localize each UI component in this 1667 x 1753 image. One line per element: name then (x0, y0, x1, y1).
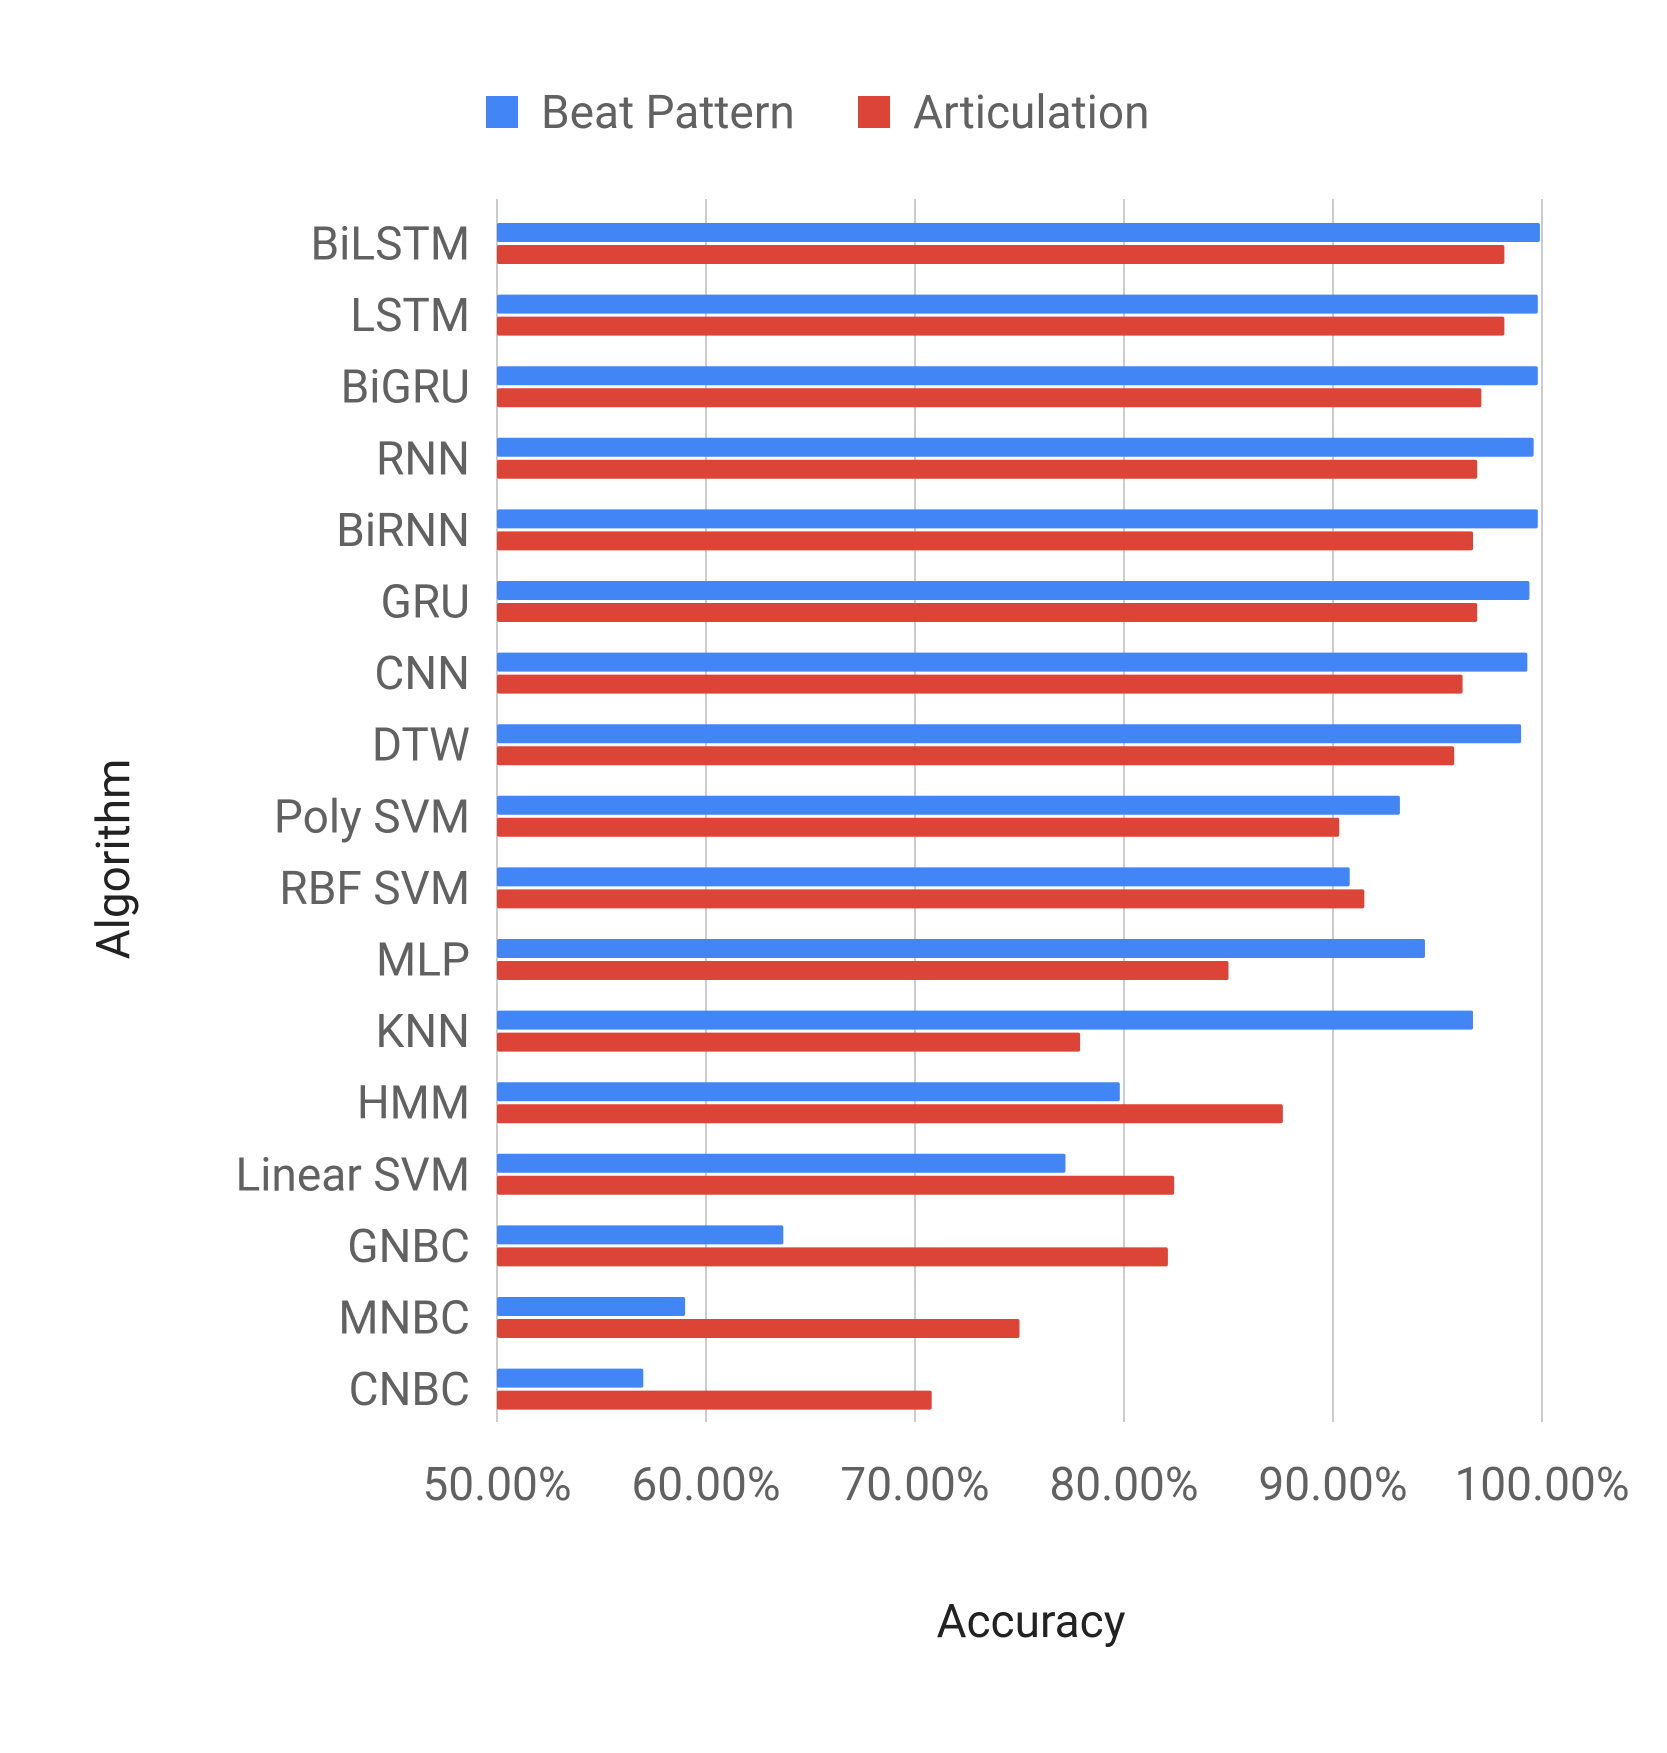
x-tick-label: 100.00% (1454, 1458, 1629, 1512)
bar-beat-pattern-gnbc (497, 1225, 784, 1245)
bar-beat-pattern-rnn (497, 437, 1534, 457)
bar-beat-pattern-mnbc (497, 1297, 686, 1316)
bar-articulation-dtw (497, 746, 1455, 766)
category-label-gru: GRU (380, 576, 470, 630)
bar-beat-pattern-hmm (497, 1082, 1120, 1102)
bar-beat-pattern-dtw (497, 724, 1522, 744)
category-label-cnbc: CNBC (349, 1363, 470, 1417)
bar-beat-pattern-bilstm (497, 223, 1540, 242)
x-tick-label: 50.00% (422, 1458, 571, 1512)
category-label-knn: KNN (376, 1005, 471, 1059)
category-label-bilstm: BiLSTM (310, 218, 470, 272)
bar-articulation-hmm (497, 1104, 1283, 1124)
category-label-dtw: DTW (372, 719, 470, 773)
bar-beat-pattern-poly-svm (497, 795, 1400, 815)
legend-label-beat-pattern: Beat Pattern (541, 86, 795, 140)
x-tick-label: 60.00% (631, 1458, 780, 1512)
category-label-poly-svm: Poly SVM (274, 790, 470, 844)
bar-articulation-gnbc (497, 1247, 1168, 1267)
bar-articulation-rbf-svm (497, 889, 1365, 909)
chart-legend: Beat Pattern Articulation (486, 86, 1149, 140)
category-label-lstm: LSTM (350, 289, 470, 343)
x-tick-label: 70.00% (840, 1458, 989, 1512)
category-label-rnn: RNN (376, 432, 470, 486)
bar-articulation-bigru (497, 388, 1482, 408)
category-label-mlp: MLP (376, 934, 470, 988)
category-label-bigru: BiGRU (341, 361, 470, 415)
category-label-hmm: HMM (357, 1077, 470, 1131)
bar-articulation-lstm (497, 316, 1505, 336)
bar-articulation-mlp (497, 961, 1229, 980)
bar-beat-pattern-bigru (497, 366, 1538, 386)
category-label-linear-svm: Linear SVM (235, 1148, 470, 1202)
legend-swatch-beat-pattern (486, 96, 518, 128)
bar-articulation-gru (497, 603, 1478, 622)
x-tick-label: 80.00% (1049, 1458, 1198, 1512)
category-labels: BiLSTM LSTM BiGRU RNN BiRNN GRU CNN DTW Poly SVM… (235, 218, 470, 1418)
x-tick-labels: 50.00% 60.00% 70.00% 80.00% 90.00% 100.00% (422, 1458, 1629, 1512)
x-axis-title: Accuracy (936, 1595, 1125, 1649)
bar-beat-pattern-knn (497, 1010, 1474, 1030)
y-axis-title: Algorithm (87, 759, 141, 960)
legend-label-articulation: Articulation (913, 86, 1149, 140)
bar-beat-pattern-cnn (497, 652, 1528, 672)
bar-beat-pattern-linear-svm (497, 1153, 1066, 1173)
bar-beat-pattern-lstm (497, 294, 1538, 314)
bar-articulation-poly-svm (497, 817, 1340, 837)
bar-articulation-linear-svm (497, 1175, 1175, 1195)
category-label-birnn: BiRNN (336, 504, 470, 558)
bar-beat-pattern-birnn (497, 509, 1538, 529)
bar-beat-pattern-gru (497, 581, 1530, 600)
bar-beat-pattern-mlp (497, 939, 1425, 958)
bar-articulation-mnbc (497, 1319, 1020, 1338)
category-label-cnn: CNN (374, 647, 470, 701)
bar-beat-pattern-rbf-svm (497, 867, 1350, 887)
category-label-mnbc: MNBC (338, 1292, 470, 1346)
bars (497, 223, 1540, 1410)
bar-articulation-cnn (497, 674, 1463, 694)
category-label-gnbc: GNBC (347, 1220, 470, 1274)
bar-beat-pattern-cnbc (497, 1368, 644, 1388)
bar-articulation-knn (497, 1032, 1081, 1052)
bar-articulation-bilstm (497, 245, 1505, 264)
bar-articulation-birnn (497, 531, 1474, 551)
bar-articulation-cnbc (497, 1390, 932, 1410)
bar-articulation-rnn (497, 459, 1478, 479)
legend-swatch-articulation (858, 96, 890, 128)
category-label-rbf-svm: RBF SVM (279, 862, 470, 916)
x-tick-label: 90.00% (1258, 1458, 1407, 1512)
